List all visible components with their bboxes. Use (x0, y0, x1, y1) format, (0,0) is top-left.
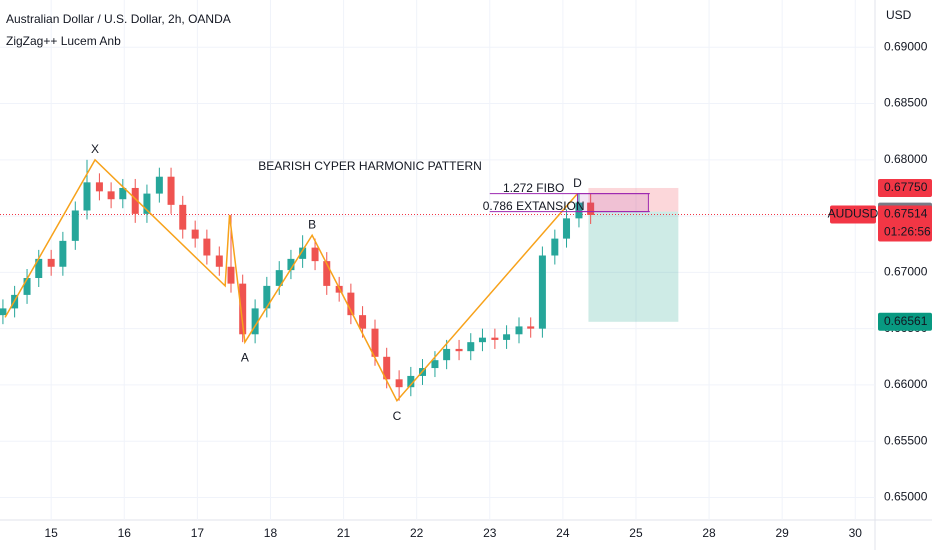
candle-body (215, 255, 223, 267)
y-tick-label: 0.67000 (884, 265, 928, 279)
y-tick-label: 0.68500 (884, 96, 928, 110)
candle-body (478, 337, 486, 343)
x-tick-label: 23 (483, 526, 497, 540)
fibo-label: 1.272 FIBO (503, 181, 564, 195)
x-tick-label: 22 (410, 526, 424, 540)
candle-body (311, 247, 319, 262)
candle-body (323, 261, 331, 286)
candle-body (179, 204, 187, 230)
candle-body (239, 283, 247, 335)
candle-body (431, 360, 439, 369)
candle-body (191, 229, 199, 239)
candle-body (227, 266, 235, 284)
fibo-label: 0.786 EXTANSION (483, 199, 585, 213)
candle-body (0, 308, 7, 316)
candle-body (83, 182, 91, 211)
stop-tag: 0.67750 (884, 180, 928, 194)
candle-body (503, 334, 511, 340)
candle-body (455, 348, 463, 352)
candle-body (371, 328, 379, 357)
candle-body (491, 337, 499, 340)
pattern-annotation: BEARISH CYPER HARMONIC PATTERN (258, 159, 482, 173)
candle-body (107, 191, 115, 200)
pattern-point-label: D (573, 176, 582, 190)
candle-body (155, 176, 163, 194)
candle-body (119, 187, 127, 200)
y-tick-label: 0.66000 (884, 377, 928, 391)
x-tick-label: 18 (264, 526, 278, 540)
y-tick-label: 0.68000 (884, 152, 928, 166)
zigzag-line (4, 158, 579, 403)
candle-body (59, 240, 67, 267)
candle-body (551, 238, 559, 256)
x-tick-label: 30 (849, 526, 863, 540)
pattern-point-label: A (241, 350, 249, 364)
y-tick-label: 0.65000 (884, 490, 928, 504)
y-tick-label: 0.69000 (884, 39, 928, 53)
pattern-point-label: B (308, 217, 316, 231)
last-price-tag: 0.67514 (884, 207, 928, 221)
candle-body (203, 238, 211, 256)
target-zone (588, 211, 679, 322)
pattern-point-label: X (91, 142, 99, 156)
chart-title: Australian Dollar / U.S. Dollar, 2h, OAN… (6, 12, 231, 26)
x-tick-label: 24 (556, 526, 570, 540)
candle-body (167, 176, 175, 205)
candle-body (515, 326, 523, 335)
candle-body (299, 247, 307, 259)
last-price-tag-bg (878, 205, 932, 242)
candle-body (131, 187, 139, 214)
x-tick-label: 21 (337, 526, 351, 540)
candle-body (443, 348, 451, 361)
candle-body (251, 308, 259, 335)
x-tick-label: 25 (629, 526, 643, 540)
fibo-box (576, 193, 649, 213)
candle-body (71, 210, 79, 241)
pattern-point-label: C (393, 409, 402, 423)
x-tick-label: 28 (702, 526, 716, 540)
indicator-name: ZigZag++ Lucem Anb (6, 34, 121, 48)
x-tick-label: 29 (775, 526, 789, 540)
candle-body (347, 292, 355, 316)
x-tick-label: 17 (191, 526, 205, 540)
candle-body (359, 315, 367, 329)
bar-countdown: 01:26:56 (884, 225, 931, 239)
candle-body (527, 326, 535, 329)
candle-body (287, 258, 295, 271)
candle-body (23, 278, 31, 295)
candle-body (563, 218, 571, 239)
candle-body (143, 193, 151, 214)
candle-body (467, 342, 475, 352)
x-tick-label: 16 (118, 526, 132, 540)
candle-body (395, 379, 403, 388)
target-tag-bg (878, 312, 932, 331)
target-tag: 0.66561 (884, 314, 928, 328)
x-tick-label: 15 (44, 526, 58, 540)
candle-body (587, 202, 595, 215)
candle-body (263, 285, 271, 309)
symbol-tag-bg (830, 205, 876, 224)
candle-body (95, 182, 103, 192)
candle-body (275, 270, 283, 286)
candle-body (575, 202, 583, 219)
candle-body (47, 258, 55, 267)
candle-body (35, 258, 43, 279)
candle-body (538, 255, 546, 329)
axis-unit: USD (886, 8, 912, 22)
stop-tag-bg (878, 178, 932, 197)
y-tick-label: 0.65500 (884, 433, 928, 447)
candle-body (383, 356, 391, 380)
symbol-tag: AUDUSD (828, 207, 879, 221)
candle-body (407, 375, 415, 388)
